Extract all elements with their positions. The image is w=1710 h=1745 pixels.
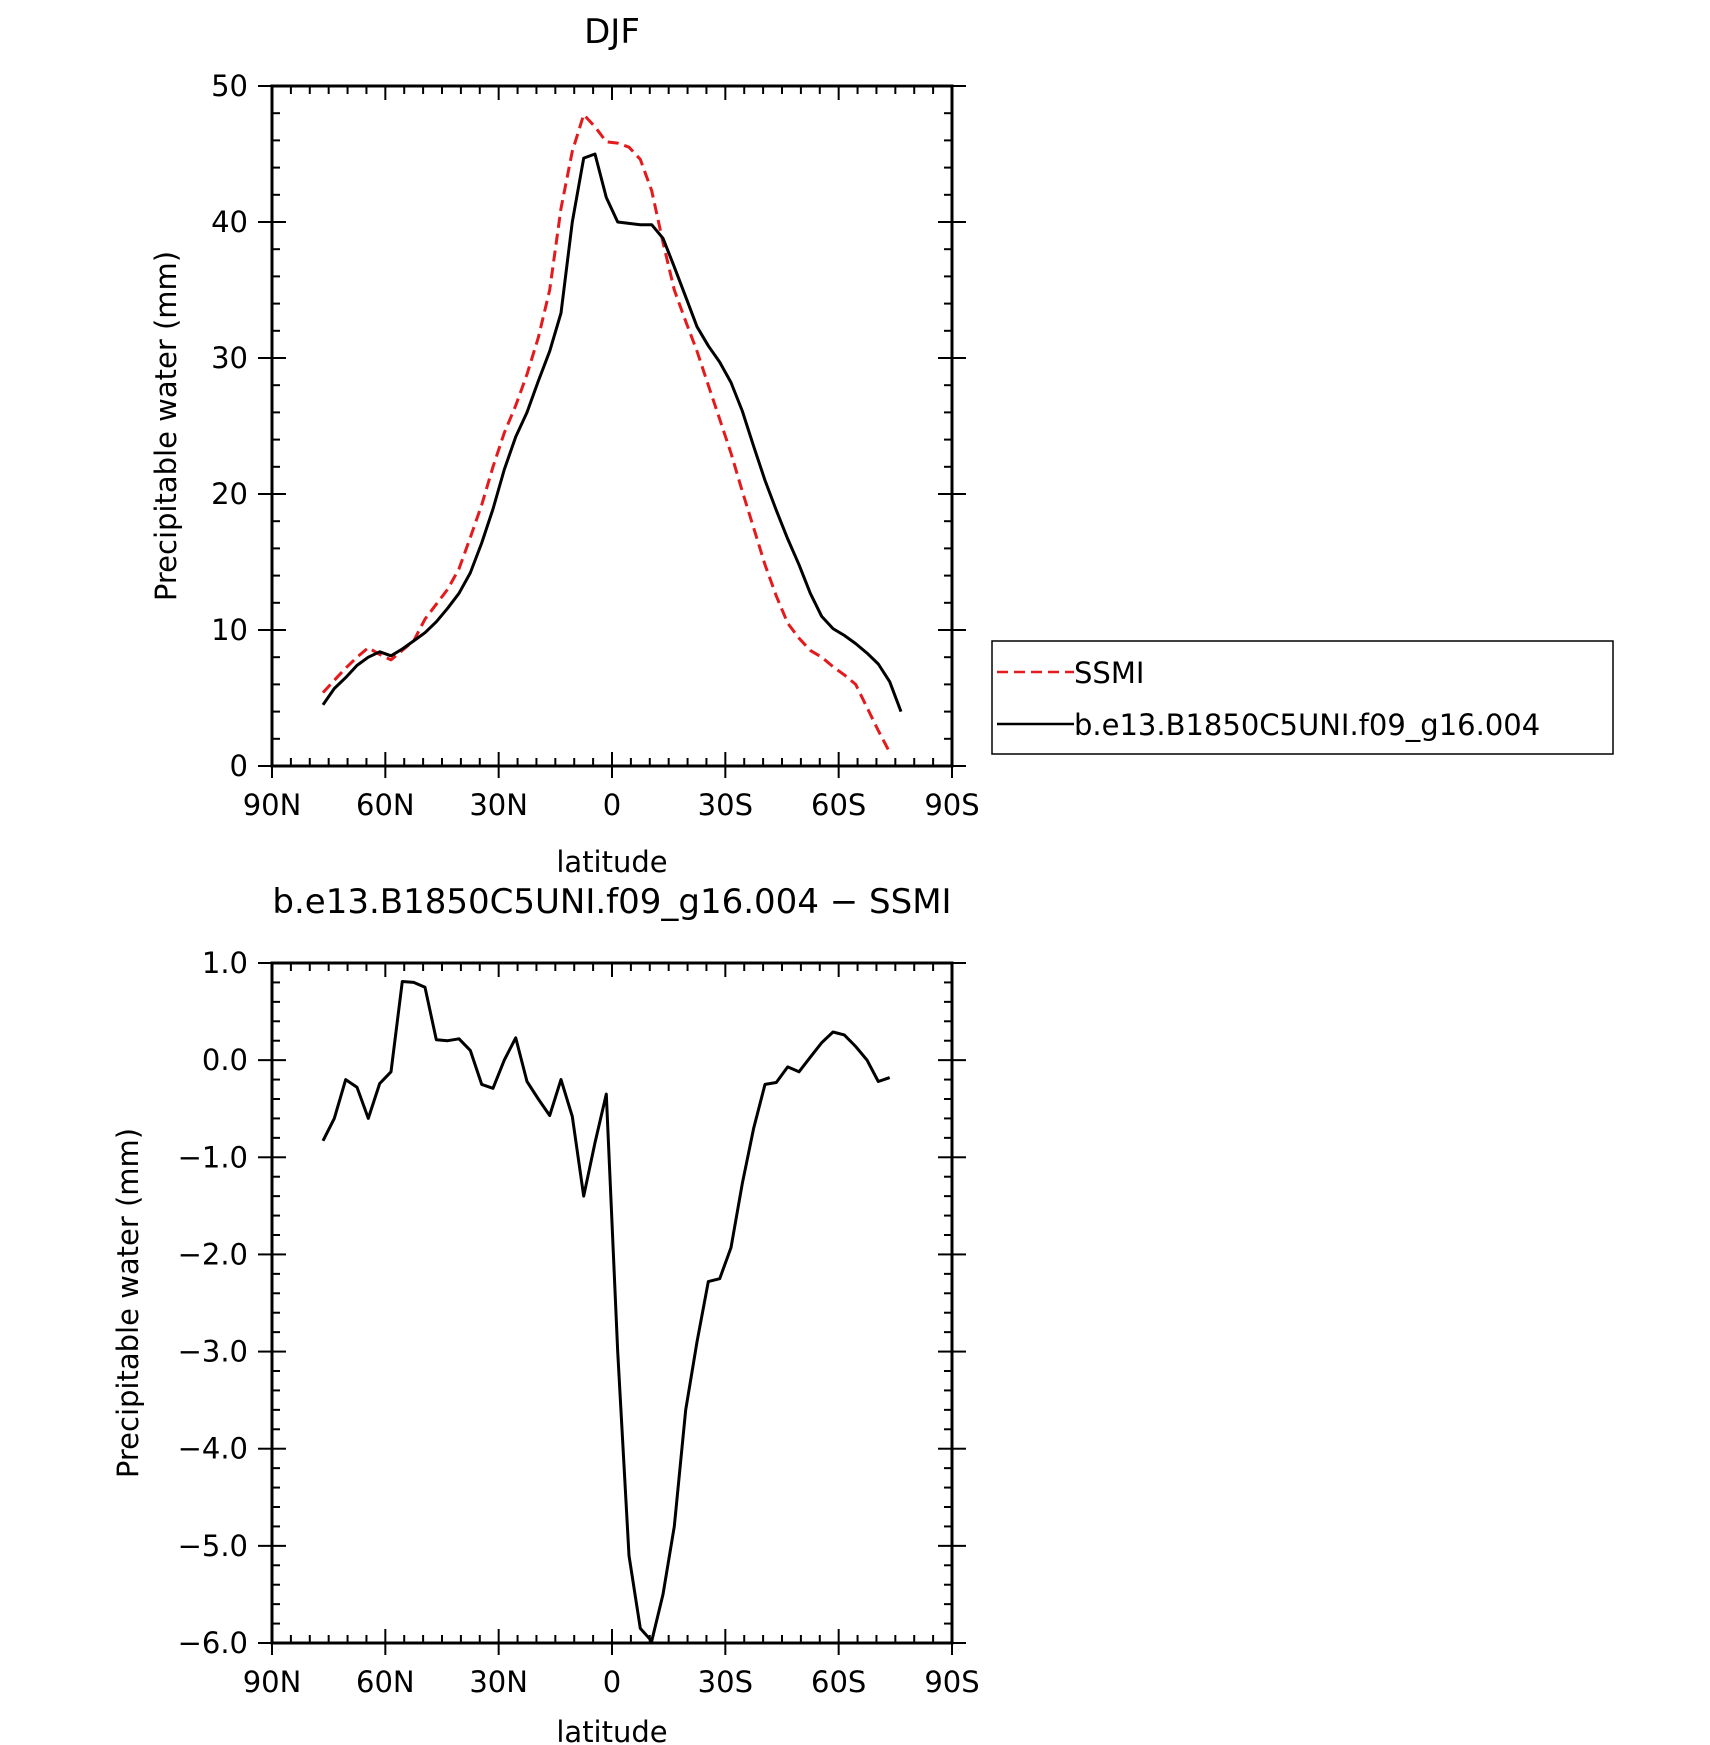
y-tick-label: −2.0	[178, 1237, 248, 1271]
y-tick-label: −5.0	[178, 1529, 248, 1563]
series-line-ssmi	[321, 113, 892, 754]
plot-frame	[270, 961, 954, 1645]
x-tick-label: 30S	[698, 788, 753, 822]
x-tick-label: 90S	[924, 1665, 979, 1699]
y-tick-label: 20	[211, 477, 248, 511]
x-tick-label: 90S	[924, 788, 979, 822]
x-tick-label: 0	[603, 788, 621, 822]
panel-title: DJF	[584, 12, 640, 52]
series-group	[321, 980, 891, 1643]
series-line-model	[321, 980, 891, 1643]
y-tick-label: 0	[230, 749, 248, 783]
y-axis-title: Precipitable water (mm)	[111, 1128, 145, 1478]
legend-label-ssmi: SSMI	[1074, 656, 1144, 690]
legend: SSMI b.e13.B1850C5UNI.f09_g16.004	[991, 640, 1614, 755]
x-tick-label: 30S	[698, 1665, 753, 1699]
y-tick-label: −3.0	[178, 1335, 248, 1369]
x-tick-label: 90N	[243, 788, 302, 822]
y-tick-label: 10	[211, 613, 248, 647]
legend-label-model: b.e13.B1850C5UNI.f09_g16.004	[1074, 708, 1540, 742]
y-tick-label: −1.0	[178, 1140, 248, 1174]
panel-difference: b.e13.B1850C5UNI.f09_g16.004 − SSMI 90N 6…	[111, 882, 980, 1745]
legend-box	[991, 640, 1614, 755]
tick-marks	[258, 962, 966, 1655]
panel-title: b.e13.B1850C5UNI.f09_g16.004 − SSMI	[272, 882, 951, 922]
x-tick-label: 60S	[811, 1665, 866, 1699]
x-tick-labels: 90N 60N 30N 0 30S 60S 90S	[243, 788, 980, 822]
series-line-model	[321, 152, 903, 713]
tick-marks	[258, 85, 966, 778]
panel-djf: DJF 90N 60N 30N 0 30S 60S 90S 0 10 20 30 40 50 lati…	[149, 12, 980, 879]
x-tick-label: 60S	[811, 788, 866, 822]
y-tick-label: 0.0	[202, 1043, 248, 1077]
y-tick-label: −6.0	[178, 1626, 248, 1660]
y-tick-label: 1.0	[202, 946, 248, 980]
y-tick-label: 40	[211, 205, 248, 239]
x-tick-label: 60N	[356, 788, 415, 822]
x-axis-title: latitude	[556, 845, 667, 879]
x-tick-label: 60N	[356, 1665, 415, 1699]
x-tick-label: 30N	[469, 788, 528, 822]
y-tick-label: 50	[211, 69, 248, 103]
y-axis-title: Precipitable water (mm)	[149, 251, 183, 601]
plot-frame	[270, 84, 954, 768]
x-tick-label: 90N	[243, 1665, 302, 1699]
y-tick-labels: 1.0 0.0 −1.0 −2.0 −3.0 −4.0 −5.0 −6.0	[178, 946, 248, 1660]
series-group	[321, 113, 903, 754]
x-tick-label: 0	[603, 1665, 621, 1699]
y-tick-labels: 0 10 20 30 40 50	[211, 69, 248, 783]
x-axis-title: latitude	[556, 1715, 667, 1745]
y-tick-label: −4.0	[178, 1432, 248, 1466]
x-tick-labels: 90N 60N 30N 0 30S 60S 90S	[243, 1665, 980, 1699]
x-tick-label: 30N	[469, 1665, 528, 1699]
y-tick-label: 30	[211, 341, 248, 375]
